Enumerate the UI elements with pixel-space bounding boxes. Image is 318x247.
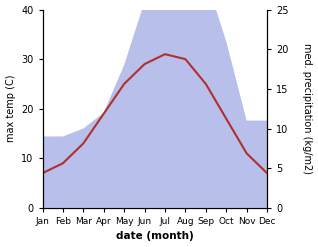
Y-axis label: max temp (C): max temp (C) bbox=[5, 75, 16, 143]
Y-axis label: med. precipitation (kg/m2): med. precipitation (kg/m2) bbox=[302, 43, 313, 174]
X-axis label: date (month): date (month) bbox=[116, 231, 194, 242]
